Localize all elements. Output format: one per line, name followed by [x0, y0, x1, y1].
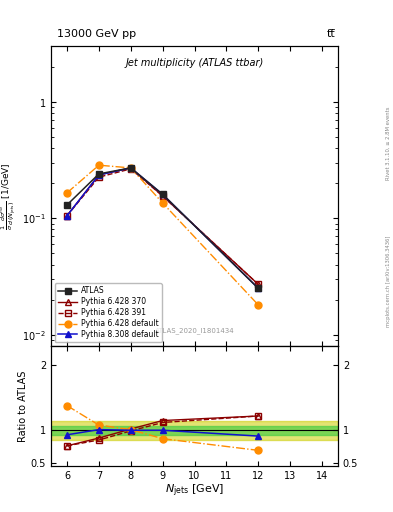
Pythia 6.428 391 [65, 212, 70, 219]
Text: tt̅: tt̅ [326, 29, 335, 38]
Pythia 6.428 370 [129, 165, 133, 171]
Line: Pythia 6.428 default: Pythia 6.428 default [64, 162, 262, 308]
Text: mcplots.cern.ch [arXiv:1306.3436]: mcplots.cern.ch [arXiv:1306.3436] [386, 236, 391, 327]
Pythia 8.308 default [129, 165, 133, 171]
ATLAS [160, 191, 165, 198]
Line: Pythia 8.308 default: Pythia 8.308 default [64, 164, 262, 292]
X-axis label: $N_\mathrm{jets}$ [GeV]: $N_\mathrm{jets}$ [GeV] [165, 482, 224, 499]
Pythia 8.308 default [160, 191, 165, 198]
Pythia 6.428 default [65, 190, 70, 196]
Y-axis label: Ratio to ATLAS: Ratio to ATLAS [18, 370, 28, 442]
Bar [51, 420, 338, 440]
Text: Jet multiplicity (ATLAS ttbar): Jet multiplicity (ATLAS ttbar) [125, 58, 264, 68]
Pythia 6.428 370 [65, 212, 70, 219]
Pythia 6.428 default [256, 302, 261, 308]
Pythia 6.428 391 [129, 166, 133, 172]
Legend: ATLAS, Pythia 6.428 370, Pythia 6.428 391, Pythia 6.428 default, Pythia 8.308 de: ATLAS, Pythia 6.428 370, Pythia 6.428 39… [55, 284, 162, 342]
Pythia 6.428 391 [97, 174, 101, 180]
Pythia 6.428 370 [256, 282, 261, 288]
Y-axis label: $\frac{1}{\sigma}\frac{d\sigma^{nd}}{d\,(N_\mathrm{jets})}$ [1/GeV]: $\frac{1}{\sigma}\frac{d\sigma^{nd}}{d\,… [0, 162, 18, 230]
Pythia 8.308 default [256, 285, 261, 291]
Line: Pythia 6.428 370: Pythia 6.428 370 [64, 164, 262, 288]
Pythia 6.428 default [129, 165, 133, 171]
ATLAS [129, 165, 133, 171]
Line: Pythia 6.428 391: Pythia 6.428 391 [64, 165, 262, 288]
Line: ATLAS: ATLAS [64, 165, 261, 291]
Pythia 6.428 391 [256, 282, 261, 288]
Pythia 8.308 default [65, 212, 70, 219]
Pythia 8.308 default [97, 172, 101, 178]
Text: ATLAS_2020_I1801434: ATLAS_2020_I1801434 [155, 327, 234, 334]
Text: Rivet 3.1.10, ≥ 2.8M events: Rivet 3.1.10, ≥ 2.8M events [386, 106, 391, 180]
Pythia 6.428 370 [160, 193, 165, 199]
ATLAS [65, 202, 70, 208]
Pythia 6.428 391 [160, 193, 165, 199]
Bar [51, 425, 338, 435]
Pythia 6.428 370 [97, 172, 101, 178]
ATLAS [256, 285, 261, 291]
Pythia 6.428 default [97, 162, 101, 168]
Pythia 6.428 default [160, 200, 165, 206]
Text: 13000 GeV pp: 13000 GeV pp [57, 29, 136, 38]
ATLAS [97, 171, 101, 177]
